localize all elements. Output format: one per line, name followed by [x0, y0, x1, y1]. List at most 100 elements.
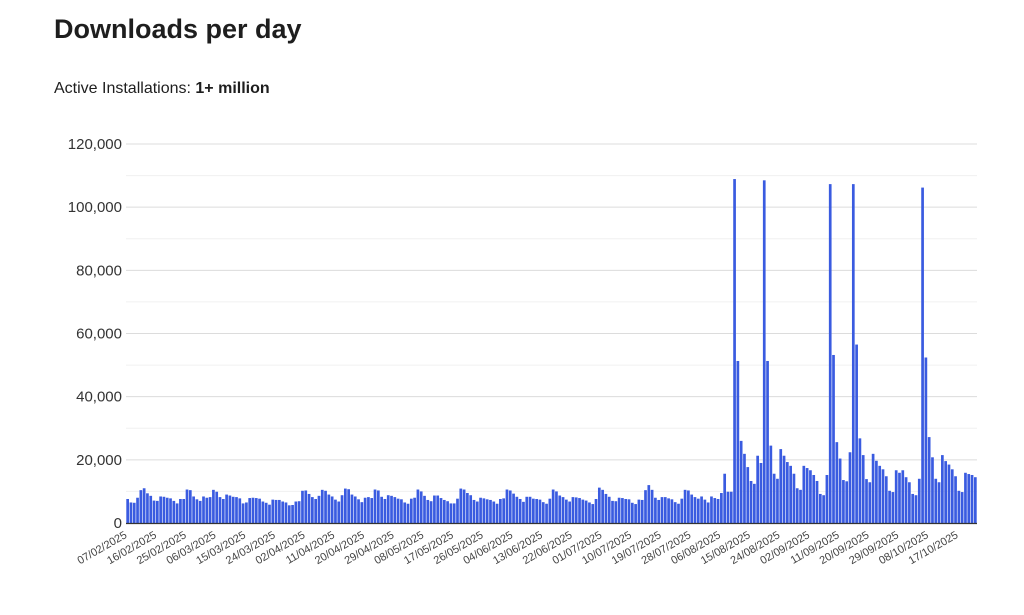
- bar: [525, 496, 529, 523]
- bar: [215, 491, 219, 523]
- bar: [743, 453, 746, 523]
- bar: [304, 490, 308, 523]
- bar: [311, 497, 314, 523]
- bar: [828, 184, 832, 523]
- bar: [489, 499, 492, 523]
- bar: [337, 501, 341, 523]
- bar: [169, 498, 172, 523]
- bar: [815, 480, 819, 523]
- bar: [136, 497, 139, 523]
- bar: [703, 499, 707, 523]
- bar: [604, 493, 608, 523]
- bar: [637, 499, 641, 523]
- bar: [627, 499, 631, 523]
- bar: [353, 496, 357, 523]
- bar: [218, 497, 222, 523]
- bar: [363, 497, 367, 523]
- bar: [367, 497, 370, 523]
- bar: [393, 497, 397, 523]
- bar: [314, 498, 318, 523]
- bar: [706, 502, 710, 523]
- bar: [376, 490, 380, 523]
- bar: [287, 505, 291, 523]
- bar: [954, 476, 957, 523]
- bar: [251, 497, 255, 523]
- bar: [439, 498, 443, 523]
- bar: [950, 469, 954, 523]
- bar: [654, 497, 657, 523]
- bar: [941, 455, 944, 523]
- bar: [884, 476, 888, 523]
- bar: [713, 498, 717, 523]
- bar: [792, 473, 796, 523]
- bar: [386, 495, 390, 523]
- bar: [720, 492, 723, 523]
- bar: [947, 464, 951, 523]
- bar: [584, 500, 588, 523]
- bar: [644, 490, 647, 523]
- bar: [805, 468, 809, 523]
- bar: [179, 498, 182, 523]
- bar: [532, 498, 535, 523]
- bar: [429, 501, 433, 523]
- bar: [185, 489, 189, 523]
- bar: [423, 495, 426, 523]
- bar: [756, 455, 760, 523]
- bar: [911, 493, 915, 523]
- bar: [766, 360, 769, 523]
- bar: [710, 496, 713, 523]
- bar: [871, 453, 875, 523]
- bar: [782, 455, 786, 523]
- bar: [673, 502, 677, 523]
- bar: [162, 496, 166, 523]
- bar: [188, 490, 192, 523]
- bar: [927, 437, 931, 523]
- bar: [944, 461, 948, 523]
- bar: [396, 498, 400, 523]
- bar: [624, 498, 628, 523]
- bar: [538, 499, 542, 523]
- bar: [403, 502, 407, 523]
- bar: [466, 492, 469, 523]
- bar: [868, 482, 872, 523]
- bar: [406, 503, 410, 523]
- bar: [865, 479, 868, 523]
- bar: [888, 490, 891, 523]
- bar: [254, 498, 258, 523]
- bar: [231, 496, 235, 523]
- bar: [861, 455, 865, 523]
- bar: [779, 449, 783, 523]
- bar: [357, 499, 360, 523]
- bar: [931, 457, 934, 523]
- y-tick-label: 0: [114, 515, 122, 532]
- bar: [772, 473, 776, 523]
- bar: [693, 497, 697, 523]
- bar: [390, 495, 393, 523]
- bar: [924, 357, 928, 523]
- bar: [475, 501, 479, 523]
- bar: [129, 502, 133, 523]
- bar: [650, 489, 654, 523]
- bar: [908, 482, 911, 523]
- page-title: Downloads per day: [54, 14, 302, 44]
- bar: [891, 492, 895, 523]
- bar: [723, 473, 727, 523]
- bar: [601, 489, 604, 523]
- bar: [607, 496, 611, 523]
- bar: [515, 496, 519, 523]
- bar: [785, 462, 789, 523]
- bar: [469, 495, 473, 523]
- bar: [974, 477, 977, 523]
- bar: [245, 502, 248, 523]
- bar: [495, 503, 499, 523]
- bar: [258, 498, 261, 523]
- bar: [967, 474, 971, 523]
- bar: [957, 490, 961, 523]
- bar: [858, 438, 862, 523]
- bar: [294, 501, 298, 523]
- bar: [898, 472, 901, 523]
- bar: [630, 502, 634, 523]
- bar: [212, 489, 215, 523]
- bar: [687, 490, 690, 523]
